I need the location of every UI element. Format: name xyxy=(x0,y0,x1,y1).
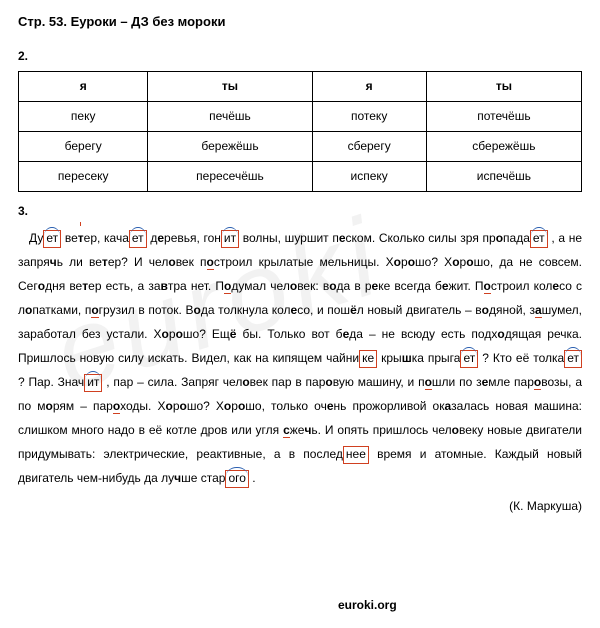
table-row: пеку печёшь потеку потечёшь xyxy=(19,102,582,132)
table-row: берегу бережёшь сберегу сбережёшь xyxy=(19,132,582,162)
col-header: ты xyxy=(148,72,312,102)
table-row: пересеку пересечёшь испеку испечёшь xyxy=(19,161,582,191)
table-cell: сбережёшь xyxy=(426,132,581,162)
page-header: Стр. 53. Еуроки – ДЗ без мороки xyxy=(18,10,582,35)
table-cell: берегу xyxy=(19,132,148,162)
col-header: ты xyxy=(426,72,581,102)
euroki-watermark-text: euroki.org xyxy=(338,594,397,617)
author-attribution: (К. Маркуша) xyxy=(18,495,582,518)
table-cell: испеку xyxy=(312,161,426,191)
table-cell: бережёшь xyxy=(148,132,312,162)
table-cell: потечёшь xyxy=(426,102,581,132)
exercise-text: Дует ветер, качает деревья, гонит волны,… xyxy=(18,226,582,490)
table-cell: испечёшь xyxy=(426,161,581,191)
table-cell: пересечёшь xyxy=(148,161,312,191)
table-cell: пересеку xyxy=(19,161,148,191)
col-header: я xyxy=(312,72,426,102)
section-3-num: 3. xyxy=(18,200,582,223)
col-header: я xyxy=(19,72,148,102)
table-cell: пеку xyxy=(19,102,148,132)
conjugation-table: я ты я ты пеку печёшь потеку потечёшь бе… xyxy=(18,71,582,191)
section-2-num: 2. xyxy=(18,45,582,68)
table-header-row: я ты я ты xyxy=(19,72,582,102)
table-cell: сберегу xyxy=(312,132,426,162)
table-cell: печёшь xyxy=(148,102,312,132)
table-cell: потеку xyxy=(312,102,426,132)
